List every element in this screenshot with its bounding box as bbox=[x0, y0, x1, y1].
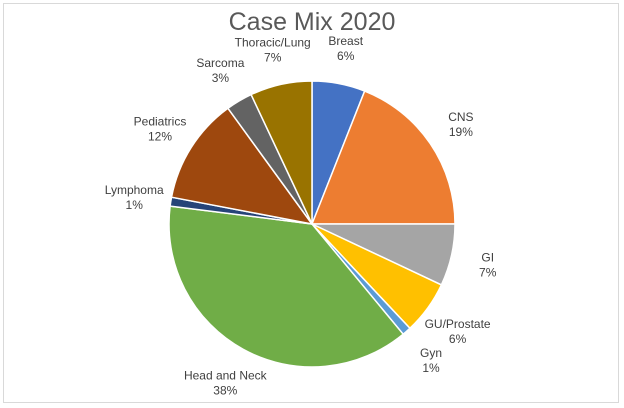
data-label-percent: 1% bbox=[126, 198, 144, 212]
data-label-sarcoma: Sarcoma 3% bbox=[196, 56, 244, 85]
data-label-gyn: Gyn 1% bbox=[420, 346, 442, 375]
data-label-thoracic-lung: Thoracic/Lung 7% bbox=[235, 35, 311, 64]
data-label-pediatrics: Pediatrics 12% bbox=[134, 115, 187, 144]
data-label-gi: GI 7% bbox=[479, 250, 497, 279]
data-label-head-and-neck: Head and Neck 38% bbox=[184, 369, 268, 398]
data-label-category: CNS bbox=[448, 110, 473, 124]
data-label-category: GU/Prostate bbox=[425, 317, 491, 331]
data-label-percent: 38% bbox=[213, 384, 237, 398]
data-label-category: Lymphoma bbox=[105, 183, 164, 197]
data-label-percent: 19% bbox=[449, 125, 473, 139]
data-label-category: Pediatrics bbox=[134, 115, 187, 129]
pie-slice-pediatrics bbox=[170, 107, 314, 226]
data-label-category: Sarcoma bbox=[196, 56, 244, 70]
data-label-percent: 7% bbox=[479, 265, 497, 279]
data-label-category: Thoracic/Lung bbox=[235, 35, 311, 49]
data-label-gu-prostate: GU/Prostate 6% bbox=[425, 317, 491, 346]
data-label-percent: 6% bbox=[449, 332, 467, 346]
data-label-lymphoma: Lymphoma 1% bbox=[105, 183, 164, 212]
data-label-breast: Breast 6% bbox=[328, 34, 363, 63]
data-label-percent: 12% bbox=[148, 130, 172, 144]
data-label-category: Head and Neck bbox=[184, 369, 268, 383]
pie-slice-cns bbox=[310, 90, 456, 225]
pie-slice-thoracic-lung bbox=[250, 80, 313, 225]
data-label-percent: 3% bbox=[212, 71, 230, 85]
data-label-percent: 7% bbox=[264, 50, 282, 64]
data-label-category: Gyn bbox=[420, 346, 442, 360]
pie-slice-head-and-neck bbox=[168, 205, 405, 368]
data-label-percent: 6% bbox=[337, 49, 355, 63]
data-label-cns: CNS 19% bbox=[448, 110, 473, 139]
data-label-category: GI bbox=[481, 250, 494, 264]
data-label-category: Breast bbox=[328, 34, 363, 48]
chart-title: Case Mix 2020 bbox=[228, 8, 396, 36]
data-label-percent: 1% bbox=[422, 361, 440, 375]
